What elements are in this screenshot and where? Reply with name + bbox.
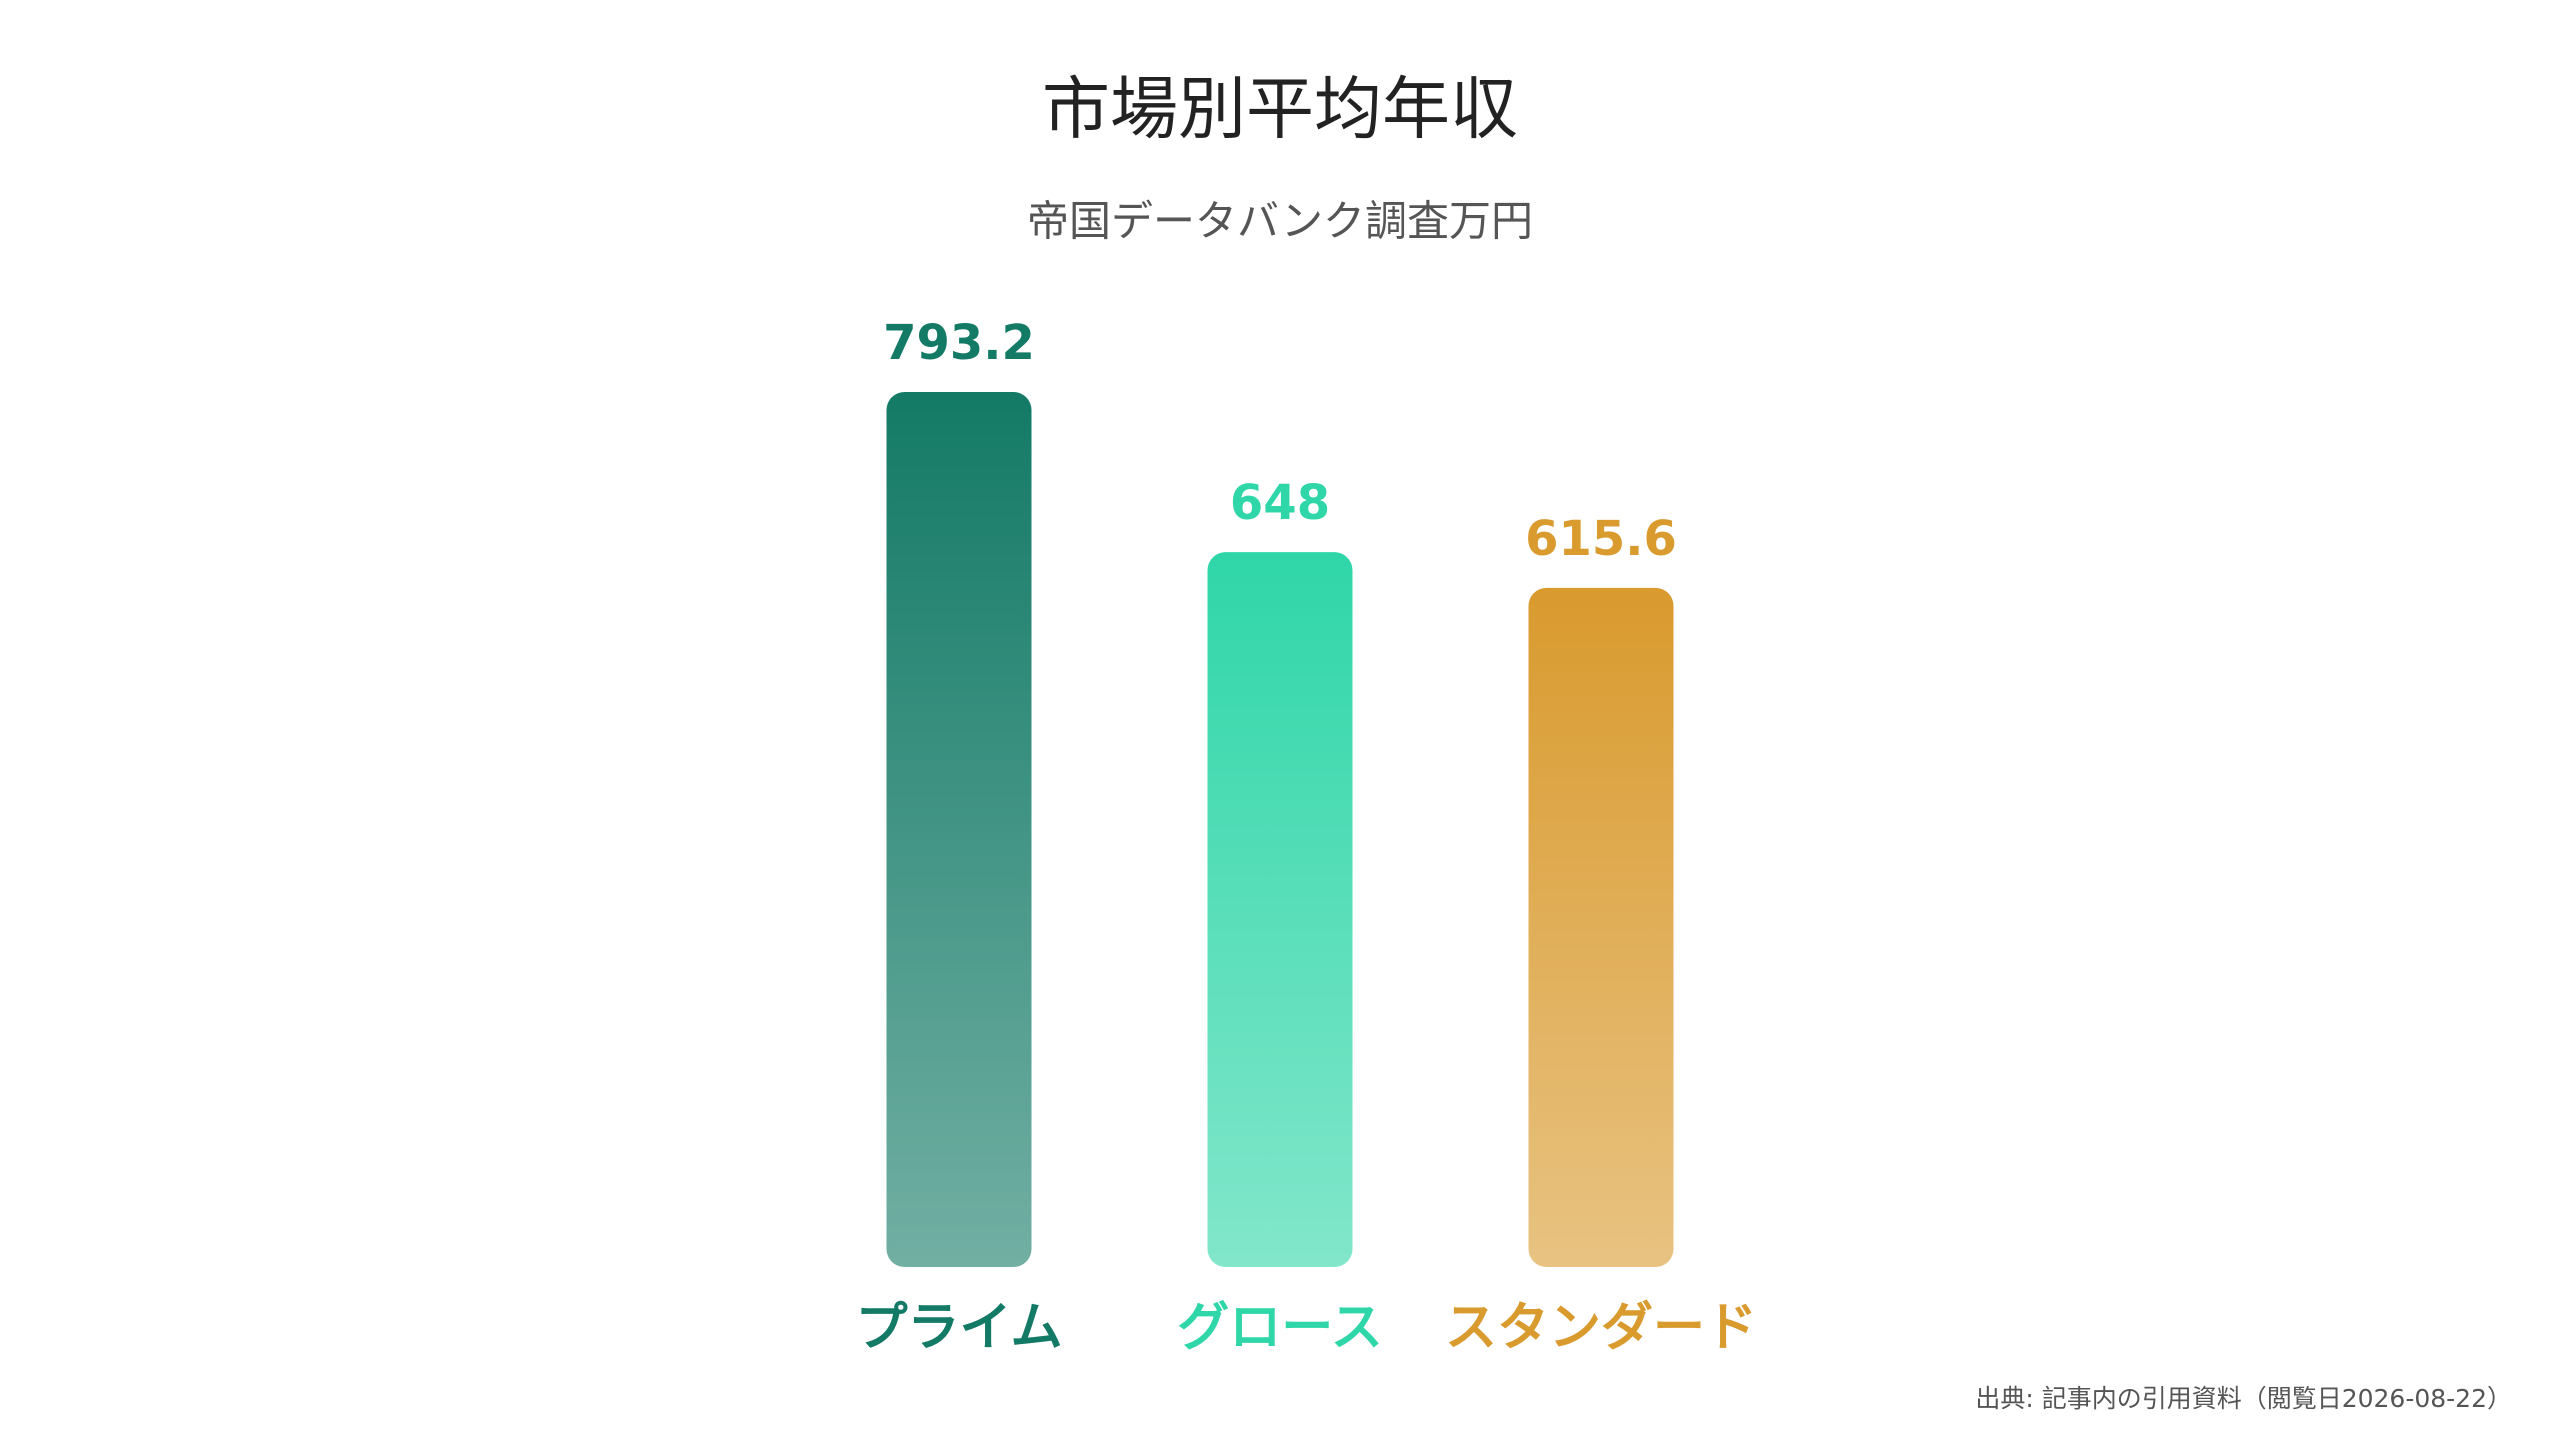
chart-subtitle: 帝国データバンク調査万円 — [1027, 197, 1533, 246]
value-label: 648 — [1230, 475, 1330, 531]
source-note: 出典: 記事内の引用資料（閲覧日2026-08-22） — [1975, 1384, 2512, 1413]
x-tick-label: プライム — [856, 1298, 1063, 1358]
bar — [886, 392, 1032, 1267]
chart-title: 市場別平均年収 — [1042, 71, 1518, 150]
bar — [1528, 587, 1674, 1267]
value-label: 793.2 — [883, 315, 1035, 371]
value-label: 615.6 — [1525, 511, 1677, 567]
x-tick-label: スタンダード — [1445, 1298, 1757, 1358]
bar — [1207, 552, 1353, 1267]
x-tick-label: グロース — [1177, 1298, 1382, 1358]
